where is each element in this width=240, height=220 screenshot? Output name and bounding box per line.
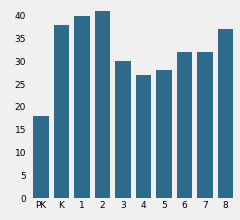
Bar <box>74 16 90 198</box>
Bar <box>54 25 69 198</box>
Bar <box>115 61 131 198</box>
Bar <box>33 116 49 198</box>
Bar <box>218 29 233 198</box>
Bar <box>156 70 172 198</box>
Bar <box>95 11 110 198</box>
Bar <box>177 52 192 198</box>
Bar <box>197 52 213 198</box>
Bar <box>136 75 151 198</box>
